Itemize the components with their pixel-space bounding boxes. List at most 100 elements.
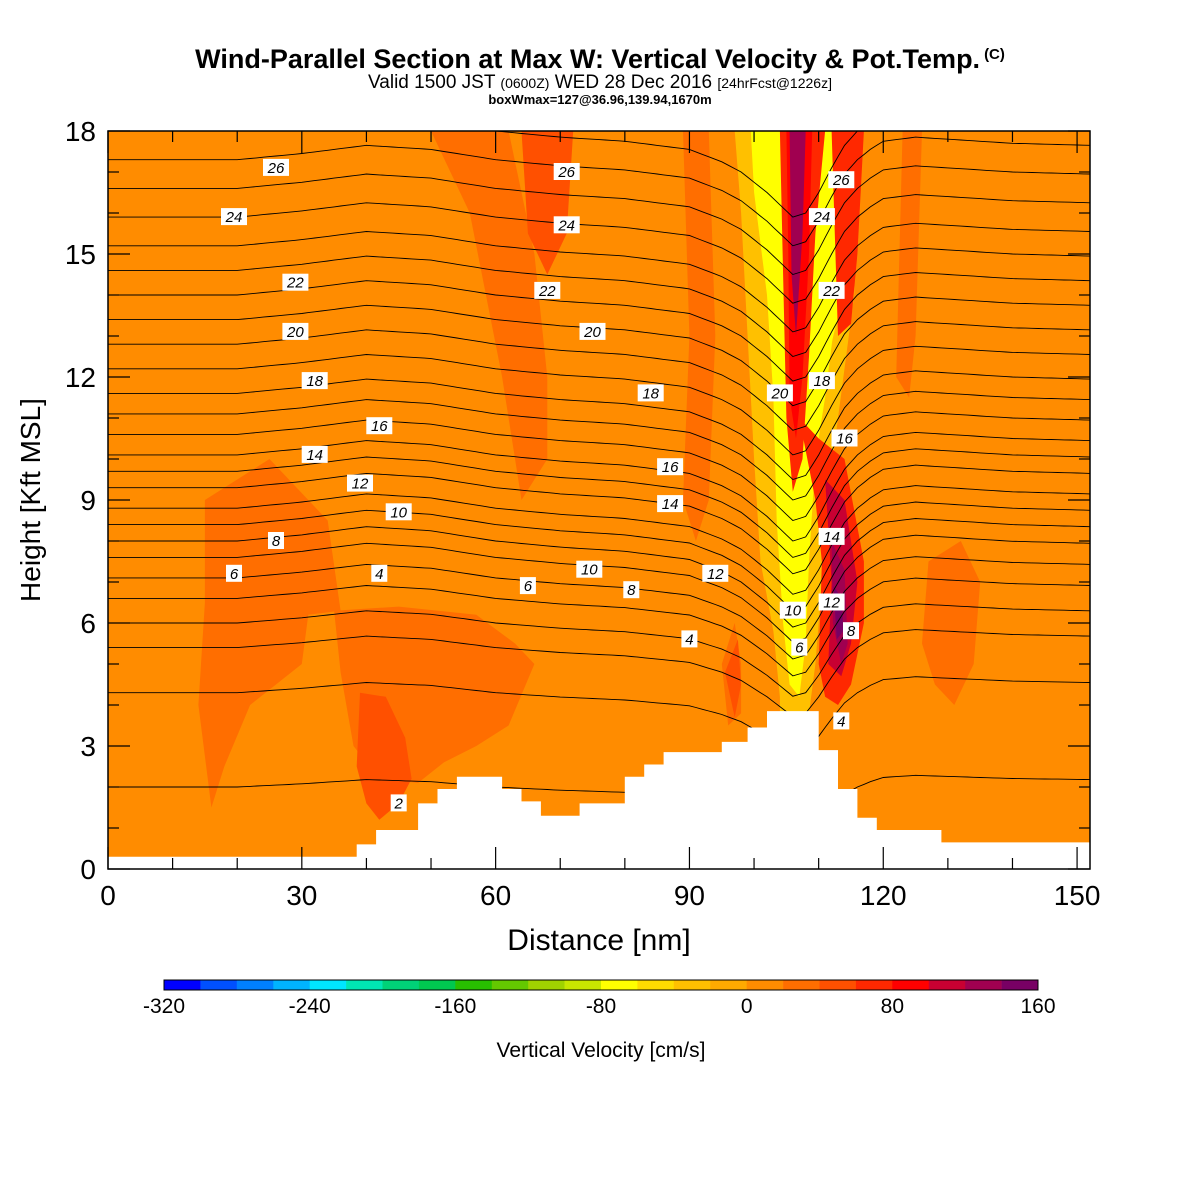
isentrope xyxy=(108,411,1090,522)
contour-label-text: 8 xyxy=(272,533,281,550)
x-tick-label: 0 xyxy=(100,880,116,911)
velocity-region xyxy=(431,131,548,500)
contour-label-text: 6 xyxy=(795,640,804,657)
contour-label-box xyxy=(371,564,388,582)
isentrope xyxy=(108,247,1090,358)
contour-label: 2 xyxy=(390,794,407,812)
contour-label-box xyxy=(385,503,412,521)
x-axis-label: Distance [nm] xyxy=(507,924,690,957)
colorbar-swatch xyxy=(855,980,893,990)
contour-label: 20 xyxy=(579,322,606,341)
velocity-region xyxy=(896,131,922,398)
contour-label-text: 20 xyxy=(583,324,601,341)
contour-label: 8 xyxy=(268,532,284,550)
y-tick-label: 18 xyxy=(65,116,96,147)
contour-label-box xyxy=(553,163,580,180)
isentrope xyxy=(108,774,1090,832)
box-info: boxWmax=127@36.96,139.94,1670m xyxy=(488,92,712,107)
contour-label-text: 16 xyxy=(371,418,388,435)
y-tick-label: 0 xyxy=(80,854,96,885)
contour-label-box xyxy=(657,495,684,513)
contour-label-text: 4 xyxy=(837,713,845,730)
contour-label: 12 xyxy=(702,564,729,583)
contour-label-box xyxy=(301,445,328,463)
isentrope xyxy=(108,345,1090,456)
colorbar-swatch xyxy=(528,980,565,990)
colorbar-swatch xyxy=(418,980,456,990)
contour-label-text: 18 xyxy=(814,373,831,390)
contour-label: 20 xyxy=(282,322,309,341)
contour-label-box xyxy=(833,712,850,730)
x-tick-label: 120 xyxy=(860,880,907,911)
y-tick-label: 12 xyxy=(65,362,96,393)
contour-label-box xyxy=(553,216,580,234)
isentrope xyxy=(108,629,1090,717)
isentrope xyxy=(108,464,1090,575)
isentrope xyxy=(108,131,859,218)
colorbar-swatch xyxy=(273,980,310,990)
isentrope xyxy=(108,222,1090,333)
isentrope xyxy=(108,448,1090,558)
velocity-region xyxy=(725,639,742,718)
contour-label-box xyxy=(623,581,640,599)
isentrope xyxy=(108,272,1090,382)
contour-label-box xyxy=(221,208,247,226)
forecast-info: [24hrFcst@1226z] xyxy=(717,75,832,91)
contour-label-text: 26 xyxy=(832,172,850,189)
contour-label: 4 xyxy=(371,564,388,583)
chart-title: Wind-Parallel Section at Max W: Vertical… xyxy=(0,44,1200,75)
contour-label-text: 12 xyxy=(823,595,840,612)
contour-label-box xyxy=(282,322,309,340)
contour-label: 4 xyxy=(681,630,698,648)
contour-label-text: 24 xyxy=(225,209,243,226)
colorbar-swatch xyxy=(564,980,602,990)
contour-label-text: 14 xyxy=(306,447,323,464)
y-axis-label: Height [Kft MSL] xyxy=(15,398,46,602)
contour-label-text: 16 xyxy=(836,431,853,448)
colorbar-label: Vertical Velocity [cm/s] xyxy=(497,1039,706,1062)
contour-label: 24 xyxy=(553,216,580,234)
contour-label: 18 xyxy=(301,372,328,390)
velocity-region xyxy=(198,459,341,808)
contour-label: 18 xyxy=(637,384,664,402)
contour-label-box xyxy=(808,372,835,390)
title-note: (C) xyxy=(984,46,1005,63)
velocity-region xyxy=(683,131,716,541)
chart-title-text: Wind-Parallel Section at Max W: Vertical… xyxy=(195,44,981,74)
velocity-region xyxy=(922,541,981,705)
contour-label-box xyxy=(366,417,393,435)
velocity-region xyxy=(789,131,806,336)
contour-label: 22 xyxy=(282,273,309,292)
contour-label: 14 xyxy=(301,445,328,464)
isentrope xyxy=(108,390,1090,501)
contour-label: 22 xyxy=(534,281,561,300)
colorbar-swatch xyxy=(309,980,347,990)
contour-label-text: 20 xyxy=(771,385,789,402)
contour-label-text: 24 xyxy=(813,209,831,226)
potential-temperature-contours xyxy=(108,131,1090,832)
isentrope xyxy=(108,136,1090,247)
isentrope xyxy=(108,485,1090,595)
contour-label: 16 xyxy=(831,429,858,448)
colorbar-tick-label: -320 xyxy=(143,995,185,1018)
y-tick-label: 3 xyxy=(80,731,96,762)
colorbar-tick-label: 80 xyxy=(881,995,904,1018)
y-axis: 0 3 6 9 12 15 18 xyxy=(65,116,1090,885)
y-tick-label: 15 xyxy=(65,239,96,270)
contour-label: 20 xyxy=(766,384,793,402)
valid-date: WED 28 Dec 2016 xyxy=(554,72,713,93)
velocity-region xyxy=(356,692,412,820)
valid-prefix: Valid 1500 JST xyxy=(368,72,496,93)
contour-label-box xyxy=(390,794,407,812)
contour-label-text: 4 xyxy=(375,566,383,583)
colorbar-swatch xyxy=(892,980,929,990)
contour-label-text: 22 xyxy=(286,275,304,292)
contour-label-box xyxy=(779,601,806,619)
contour-label-box xyxy=(576,560,603,578)
contour-label-box xyxy=(831,429,858,447)
contour-label: 16 xyxy=(366,417,393,435)
contour-label-text: 6 xyxy=(524,578,533,595)
contour-label: 6 xyxy=(519,577,536,595)
